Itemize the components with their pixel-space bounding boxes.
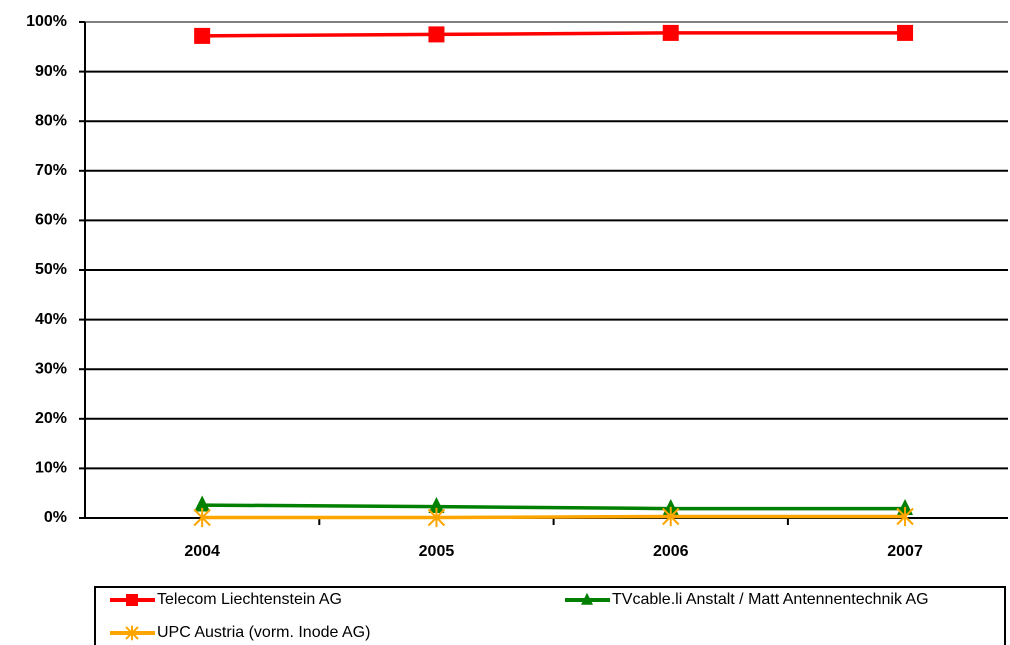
y-tick-label: 10%: [35, 460, 67, 477]
marker: [662, 506, 680, 527]
marker-stroke: [193, 507, 211, 528]
x-tick-label: 2007: [887, 543, 923, 560]
marker-stroke: [427, 507, 446, 528]
legend-label: TVcable.li Anstalt / Matt Antennentechni…: [612, 591, 929, 608]
marker: [581, 592, 593, 605]
legend-label: UPC Austria (vorm. Inode AG): [157, 624, 370, 641]
y-tick-label: 50%: [35, 261, 67, 278]
marker: [194, 495, 211, 512]
marker: [428, 496, 445, 513]
y-tick-label: 90%: [35, 63, 67, 80]
marker: [428, 26, 445, 43]
marker: [194, 27, 211, 44]
series-line: [202, 503, 906, 511]
y-tick-label: 30%: [35, 360, 67, 377]
marker: [427, 507, 446, 528]
marker: [126, 594, 138, 606]
marker: [125, 625, 139, 641]
y-tick-label: 40%: [35, 311, 67, 328]
marker: [896, 506, 914, 527]
x-tick-label: 2004: [184, 543, 220, 560]
y-tick-label: 100%: [26, 13, 67, 30]
marker-stroke: [896, 506, 914, 527]
marker-stroke: [662, 506, 680, 527]
series-line: [202, 514, 906, 520]
y-tick-label: 0%: [44, 509, 67, 526]
legend-label: Telecom Liechtenstein AG: [157, 591, 342, 608]
y-tick-label: 20%: [35, 410, 67, 427]
x-tick-label: 2006: [653, 543, 689, 560]
marker: [193, 507, 211, 528]
y-tick-label: 80%: [35, 112, 67, 129]
y-tick-label: 60%: [35, 212, 67, 229]
legend-box: [94, 586, 1006, 645]
series-line: [202, 31, 906, 38]
x-tick-label: 2005: [419, 543, 455, 560]
marker-stroke: [125, 625, 139, 641]
marker: [897, 24, 914, 41]
y-tick-label: 70%: [35, 162, 67, 179]
marker: [662, 24, 679, 41]
